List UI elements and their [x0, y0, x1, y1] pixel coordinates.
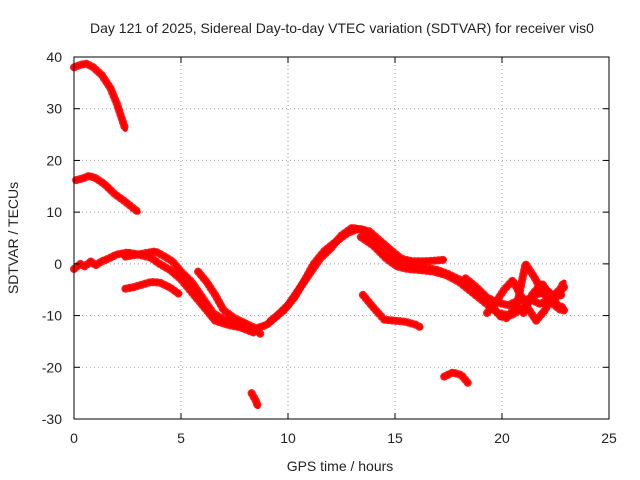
series-markers-arc-f: [121, 278, 183, 298]
data-series: [70, 59, 569, 411]
chart-title: Day 121 of 2025, Sidereal Day-to-day VTE…: [90, 20, 594, 36]
series-markers-arc-i: [266, 224, 449, 325]
series-markers-arc-d: [121, 250, 258, 337]
series-markers-arc-c: [70, 247, 265, 338]
y-tick-label: 30: [46, 101, 62, 117]
grid: [74, 57, 609, 419]
series-markers-arc-l: [440, 368, 472, 387]
series-markers-arc-a: [70, 59, 130, 134]
series-markers-arc-e: [194, 267, 250, 328]
series-markers-arc-q: [461, 274, 566, 310]
y-tick-label: 0: [54, 256, 62, 272]
series-markers-arc-k: [358, 290, 425, 332]
series-markers-arc-b: [72, 171, 143, 217]
x-axis-label: GPS time / hours: [287, 458, 394, 474]
x-tick-label: 0: [70, 430, 78, 446]
plot-frame: [73, 56, 610, 420]
y-tick-label: -20: [42, 359, 62, 375]
axis-ticks: 0 5 10 15 20 25 -30 -20 -10 0 10 20 30 40: [42, 49, 617, 446]
x-tick-label: 25: [601, 430, 617, 446]
x-tick-label: 10: [280, 430, 296, 446]
x-tick-label: 15: [387, 430, 403, 446]
y-tick-label: 40: [46, 49, 62, 65]
series-markers-arc-j: [356, 233, 549, 320]
series-markers-arc-g: [247, 389, 262, 411]
series-line-arc-i: [268, 226, 447, 324]
y-tick-label: 10: [46, 204, 62, 220]
x-tick-label: 5: [177, 430, 185, 446]
y-axis-label: SDTVAR / TECUs: [5, 182, 21, 294]
y-tick-label: -10: [42, 308, 62, 324]
y-tick-label: 20: [46, 152, 62, 168]
y-tick-label: -30: [42, 411, 62, 427]
x-tick-label: 20: [494, 430, 510, 446]
